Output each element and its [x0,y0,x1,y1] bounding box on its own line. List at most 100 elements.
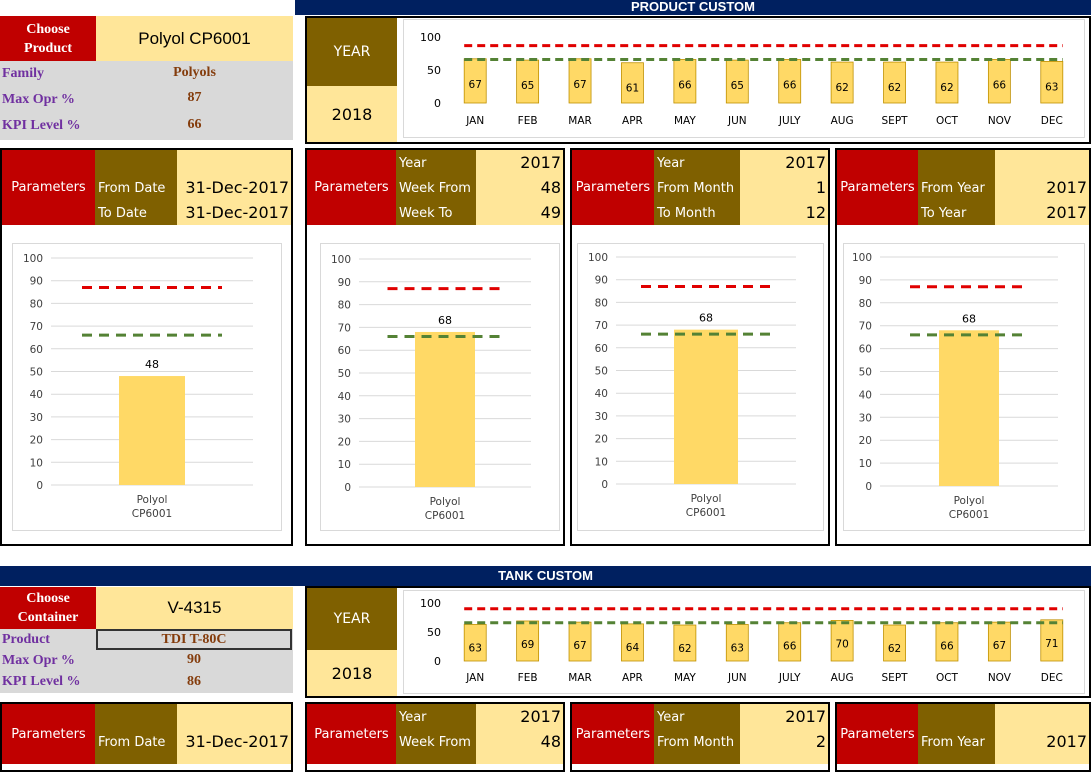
params-yearly-cream [995,150,1089,225]
container-select[interactable]: V-4315 [96,587,293,629]
category-label: NOV [988,115,1012,127]
y-tick-label: 30 [859,412,872,424]
category-label: AUG [831,115,854,127]
y-tick-label: 10 [30,457,43,469]
params-weekly-label: Parameters [307,150,396,225]
to-year-label: To Year [921,206,967,221]
params-weekly-frame [305,148,565,546]
tank-monthly-year-input[interactable]: 2017 [785,707,826,726]
data-label: 68 [962,312,976,325]
to-date-input[interactable]: 31-Dec-2017 [185,203,289,222]
data-label: 65 [521,80,534,92]
y-tick-label: 60 [595,343,608,355]
tank-from-date-input[interactable]: 31-Dec-2017 [185,732,289,751]
data-label: 63 [469,642,482,654]
data-label: 61 [626,83,639,95]
category-label: SEPT [882,672,909,684]
y-tick-label: 50 [427,64,441,77]
tank-week-from-input[interactable]: 48 [540,732,561,751]
monthly-year-label: Year [657,156,685,171]
y-tick-label: 20 [338,436,351,448]
y-tick-label: 0 [434,655,441,668]
tank-params-daily-label: Parameters [2,704,95,764]
y-tick-label: 50 [30,367,43,379]
tank-params-monthly-cream [740,704,828,764]
category-label: OCT [936,672,959,684]
monthly-year-input[interactable]: 2017 [785,153,826,172]
product-year-label-text: YEAR [333,44,371,60]
category-label: DEC [1041,115,1063,127]
tank-params-weekly-text: Parameters [314,726,389,742]
from-year-input[interactable]: 2017 [1046,178,1087,197]
data-label: 66 [940,641,954,653]
data-label: 66 [678,79,692,91]
max-opr-label: Max Opr % [2,92,75,107]
tank-year-label: YEAR [307,588,397,650]
y-tick-label: 70 [338,322,351,334]
tank-kpi-value: 86 [187,674,201,689]
y-tick-label: 100 [420,31,441,44]
tank-week-from-label: Week From [399,735,471,750]
category-label: Polyol [137,494,168,506]
y-tick-label: 80 [859,298,872,310]
from-month-input[interactable]: 1 [815,178,826,197]
data-label: 67 [573,79,586,91]
y-tick-label: 10 [595,456,608,468]
y-tick-label: 40 [338,391,351,403]
tank-params-yearly-label: Parameters [837,704,918,764]
data-label: 67 [469,79,482,91]
category-label: APR [622,672,643,684]
params-yearly-brown [918,150,995,225]
product-year-value: 2018 [331,104,373,124]
week-from-input[interactable]: 48 [540,178,561,197]
week-to-input[interactable]: 49 [540,203,561,222]
params-yearly-label: Parameters [837,150,918,225]
bar [883,61,906,104]
bar [621,623,644,662]
y-tick-label: 90 [595,275,608,287]
to-year-input[interactable]: 2017 [1046,203,1087,222]
category-label: JUN [727,115,747,127]
tank-info-panel [0,629,293,693]
y-tick-label: 100 [331,254,351,266]
category-label: MAR [568,672,592,684]
data-label: 66 [783,641,797,653]
bar [463,624,487,662]
data-label: 67 [993,640,1006,652]
tank-params-monthly-brown [654,704,740,764]
y-tick-label: 70 [30,321,43,333]
tank-year-value: 2018 [331,663,373,683]
data-label: 68 [699,312,713,325]
tank-from-date-label: From Date [98,735,166,750]
tank-weekly-year-input[interactable]: 2017 [520,707,561,726]
data-label: 62 [678,643,691,655]
category-label: FEB [518,115,538,127]
tank-params-daily-brown [95,704,177,764]
tank-params-yearly-text: Parameters [840,726,915,742]
params-monthly-brown [654,150,740,225]
from-year-label: From Year [921,181,985,196]
tank-params-yearly-brown [918,704,995,764]
y-tick-label: 30 [595,411,608,423]
product-select[interactable]: Polyol CP6001 [96,16,293,61]
tank-params-weekly-brown [396,704,476,764]
tank-product-label: Product [2,632,50,647]
tank-product-value[interactable]: TDI T-80C [96,629,292,650]
bar [935,61,959,104]
params-weekly-cream [476,150,563,225]
tank-max-opr-label: Max Opr % [2,653,75,668]
bar [463,58,487,104]
bar [830,61,854,104]
category-label: JULY [778,672,801,684]
y-tick-label: 20 [595,434,608,446]
tank-from-year-input[interactable]: 2017 [1046,732,1087,751]
to-month-input[interactable]: 12 [805,203,826,222]
weekly-year-input[interactable]: 2017 [520,153,561,172]
data-label: 48 [145,358,159,371]
from-date-input[interactable]: 31-Dec-2017 [185,178,289,197]
tank-year-select[interactable]: 2018 [307,650,397,696]
tank-from-month-input[interactable]: 2 [815,732,826,751]
params-daily-frame [0,148,293,546]
tank-weekly-year-label: Year [399,710,427,725]
product-year-select[interactable]: 2018 [307,86,397,142]
